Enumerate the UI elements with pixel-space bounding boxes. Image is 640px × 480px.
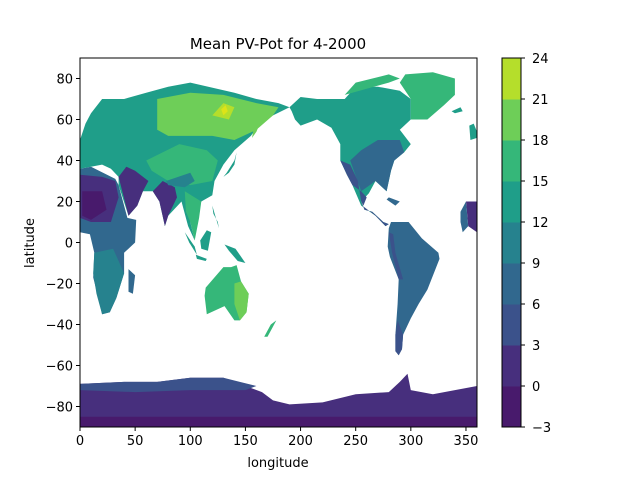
y-tick-label: 40: [56, 155, 73, 170]
colorbar-tick-label: 15: [532, 175, 549, 190]
y-tick-label: −40: [46, 319, 73, 334]
colorbar-tick-label: 24: [532, 52, 549, 67]
plot-area: 0 50 100 150 200 250 300 350 −80 −60 −40 −20 0 20 40 6…: [46, 58, 479, 449]
chart-title: Mean PV-Pot for 4-2000: [190, 35, 366, 53]
colorbar-segment: [502, 222, 521, 264]
colorbar-tick-label: −3: [532, 421, 551, 436]
x-tick-label: 200: [288, 434, 313, 449]
x-tick-label: 350: [454, 434, 479, 449]
y-tick-label: −80: [46, 401, 73, 416]
colorbar: −3 0 3 6 9 12 15 18 21 24: [502, 52, 551, 436]
y-axis-label: latitude: [23, 218, 38, 268]
x-tick-label: 100: [178, 434, 203, 449]
y-tick-label: −60: [46, 360, 73, 375]
colorbar-tick-label: 18: [532, 134, 549, 149]
x-axis: 0 50 100 150 200 250 300 350: [76, 427, 479, 449]
colorbar-tick-label: 0: [532, 380, 540, 395]
colorbar-tick-label: 21: [532, 93, 549, 108]
y-tick-label: 0: [65, 237, 73, 252]
x-tick-label: 50: [127, 434, 144, 449]
colorbar-segment: [502, 99, 521, 141]
colorbar-segment: [502, 304, 521, 346]
colorbar-tick-label: 6: [532, 298, 540, 313]
colorbar-segment: [502, 181, 521, 223]
y-tick-label: 20: [56, 196, 73, 211]
region-antarctica-pole: [80, 417, 477, 427]
y-tick-label: −20: [46, 278, 73, 293]
x-tick-label: 0: [76, 434, 84, 449]
x-tick-label: 250: [343, 434, 368, 449]
colorbar-segment: [502, 140, 521, 182]
colorbar-segment: [502, 58, 521, 100]
y-axis: −80 −60 −40 −20 0 20 40 60 80: [46, 73, 80, 416]
colorbar-segment: [502, 345, 521, 387]
colorbar-tick-label: 12: [532, 216, 549, 231]
x-tick-label: 300: [398, 434, 423, 449]
colorbar-segment: [502, 386, 521, 428]
y-tick-label: 60: [56, 114, 73, 129]
x-axis-label: longitude: [247, 456, 308, 471]
colorbar-tick-label: 9: [532, 257, 540, 272]
colorbar-segment: [502, 263, 521, 305]
x-tick-label: 150: [233, 434, 258, 449]
colorbar-tick-label: 3: [532, 339, 540, 354]
y-tick-label: 80: [56, 73, 73, 88]
